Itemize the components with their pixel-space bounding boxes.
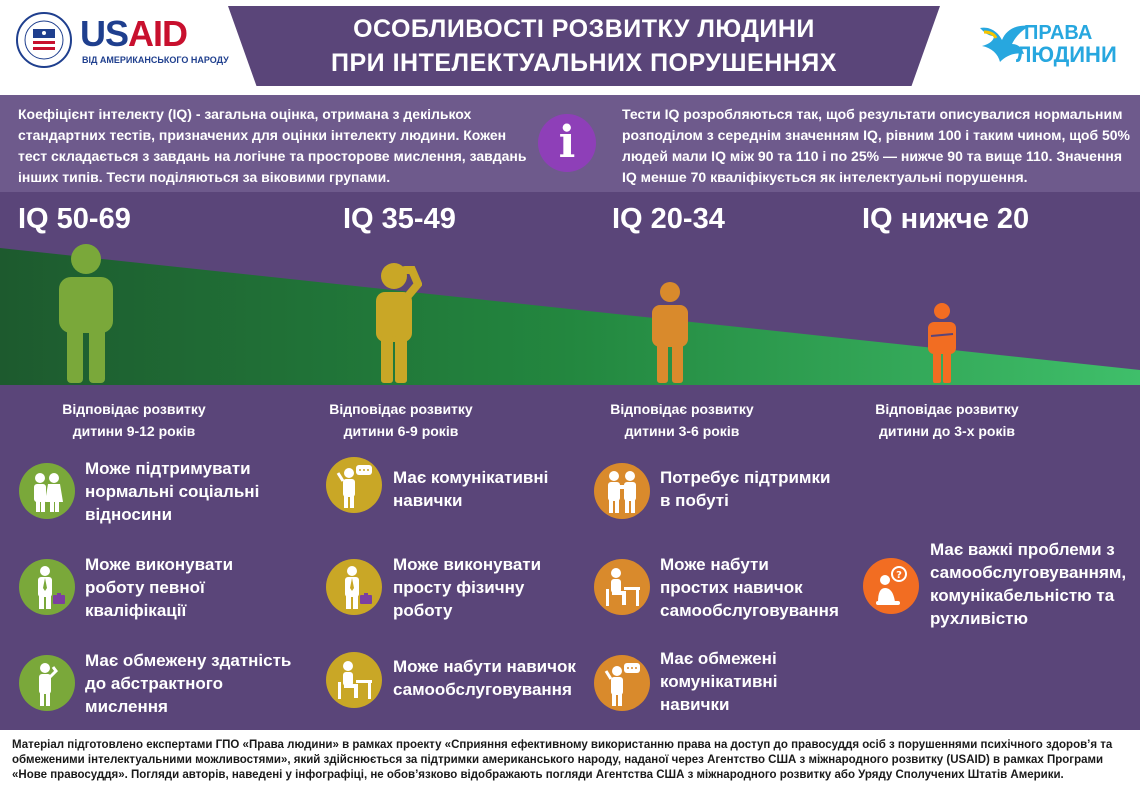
usaid-word-us: US (80, 13, 129, 54)
feature-line: в побуті (660, 491, 729, 510)
feature-text: Має важкі проблеми з самообслуговуванням… (930, 538, 1135, 630)
feature-line: самообслуговування (393, 680, 572, 699)
feature-line: кваліфікації (85, 601, 187, 620)
age-caption-4-line2: дитини до 3-х років (879, 423, 1015, 439)
iq-heading-4: IQ нижче 20 (862, 203, 1030, 235)
age-caption-2-line1: Відповідає розвитку (329, 401, 473, 417)
couple-icon (19, 463, 75, 519)
support-couple-icon (594, 463, 650, 519)
feature-line: Має обмежену здатність (85, 651, 292, 670)
usaid-subtitle: ВІД АМЕРИКАНСЬКОГО НАРОДУ (82, 55, 229, 65)
feature-text: Потребує підтримки в побуті (660, 466, 880, 512)
intro-left-text: Коефіцієнт інтелекту (IQ) - загальна оці… (18, 106, 527, 185)
feature-line: відносини (85, 505, 173, 524)
iq-heading-2: IQ 35-49 (343, 203, 456, 235)
speech-person-icon (326, 457, 382, 513)
usaid-wordmark: USAID (80, 13, 188, 54)
age-caption-1-line2: дитини 9-12 років (72, 423, 196, 439)
thinking-person-icon (19, 655, 75, 711)
page-title-line2: ПРИ ІНТЕЛЕКТУАЛЬНИХ ПОРУШЕННЯХ (331, 49, 837, 77)
worker-briefcase-icon (326, 559, 382, 615)
feature-line: Потребує підтримки (660, 468, 831, 487)
feature-line: Має обмежені (660, 649, 777, 668)
development-wedge (0, 248, 1140, 385)
feature-text: Має обмежені комунікативні навички (660, 647, 880, 716)
feature-line: комунікабельністю та (930, 586, 1115, 605)
feature-line: простих навичок (660, 578, 803, 597)
feature-line: роботу певної (85, 578, 205, 597)
seated-desk-icon (326, 652, 382, 708)
svg-text:?: ? (896, 570, 902, 581)
age-caption-3-line1: Відповідає розвитку (610, 401, 754, 417)
feature-text: Може набути простих навичок самообслугов… (660, 553, 900, 622)
header: USAID ВІД АМЕРИКАНСЬКОГО НАРОДУ ОСОБЛИВО… (0, 0, 1140, 95)
feature-line: Має комунікативні (393, 468, 549, 487)
feature-line: навички (393, 491, 463, 510)
feature-text: Може набути навичок самообслуговування (393, 655, 633, 701)
feature-line: Має важкі проблеми з (930, 540, 1115, 559)
prava-lyudyny-wordmark: ПРАВА ЛЮДИНИ (1016, 22, 1117, 66)
worker-briefcase-icon (19, 559, 75, 615)
info-icon: i (538, 114, 596, 172)
feature-line: Може виконувати (393, 555, 542, 574)
feature-line: мислення (85, 697, 168, 716)
question-seated-icon: ? (863, 558, 919, 614)
feature-line: самообслуговування (660, 601, 839, 620)
person-figure-medium (652, 282, 688, 383)
usaid-seal-logo (16, 12, 72, 68)
seated-desk-icon (594, 559, 650, 615)
person-figure-small (928, 303, 956, 383)
feature-line: нормальні соціальні (85, 482, 260, 501)
usaid-word-aid: AID (128, 13, 188, 54)
feature-text: Може виконувати роботу певної кваліфікац… (85, 553, 345, 622)
iq-heading-3: IQ 20-34 (612, 203, 725, 235)
feature-line: навички (660, 695, 730, 714)
page-title-line1: ОСОБЛИВОСТІ РОЗВИТКУ ЛЮДИНИ (353, 15, 815, 43)
footer: Матеріал підготовлено експертами ГПО «Пр… (0, 730, 1140, 806)
partner-line1: ПРАВА (1024, 22, 1093, 44)
feature-line: Може набути (660, 555, 769, 574)
age-caption-1: Відповідає розвитку дитини 9-12 років (44, 398, 224, 442)
speech-person-icon (594, 655, 650, 711)
age-caption-3-line2: дитини 3-6 років (624, 423, 740, 439)
age-caption-4-line1: Відповідає розвитку (875, 401, 1019, 417)
feature-line: самообслуговуванням, (930, 563, 1127, 582)
feature-text: Має обмежену здатність до абстрактного м… (85, 649, 345, 718)
feature-line: Може підтримувати (85, 459, 251, 478)
person-figure-thinking (376, 263, 422, 383)
footer-disclaimer: Матеріал підготовлено експертами ГПО «Пр… (12, 739, 1113, 781)
feature-line: до абстрактного (85, 674, 223, 693)
age-caption-4: Відповідає розвитку дитини до 3-х років (857, 398, 1037, 442)
age-caption-3: Відповідає розвитку дитини 3-6 років (592, 398, 772, 442)
feature-line: Може виконувати (85, 555, 234, 574)
feature-line: Може набути навичок (393, 657, 576, 676)
person-figure-large (59, 244, 113, 383)
feature-text: Може виконувати просту фізичну роботу (393, 553, 613, 622)
age-caption-2-line2: дитини 6-9 років (343, 423, 459, 439)
dove-icon (980, 25, 1030, 62)
title-banner: ОСОБЛИВОСТІ РОЗВИТКУ ЛЮДИНИ ПРИ ІНТЕЛЕКТ… (228, 6, 940, 86)
feature-line: роботу (393, 601, 453, 620)
feature-line: просту фізичну (393, 578, 525, 597)
age-caption-1-line1: Відповідає розвитку (62, 401, 206, 417)
age-caption-2: Відповідає розвитку дитини 6-9 років (311, 398, 491, 442)
feature-text: Може підтримувати нормальні соціальні ві… (85, 457, 345, 526)
feature-line: рухливістю (930, 609, 1028, 628)
intro-right-text: Тести IQ розробляються так, щоб результа… (622, 106, 1131, 185)
feature-text: Має комунікативні навички (393, 466, 613, 512)
feature-line: комунікативні (660, 672, 778, 691)
partner-line2: ЛЮДИНИ (1016, 42, 1117, 67)
iq-heading-1: IQ 50-69 (18, 203, 131, 235)
